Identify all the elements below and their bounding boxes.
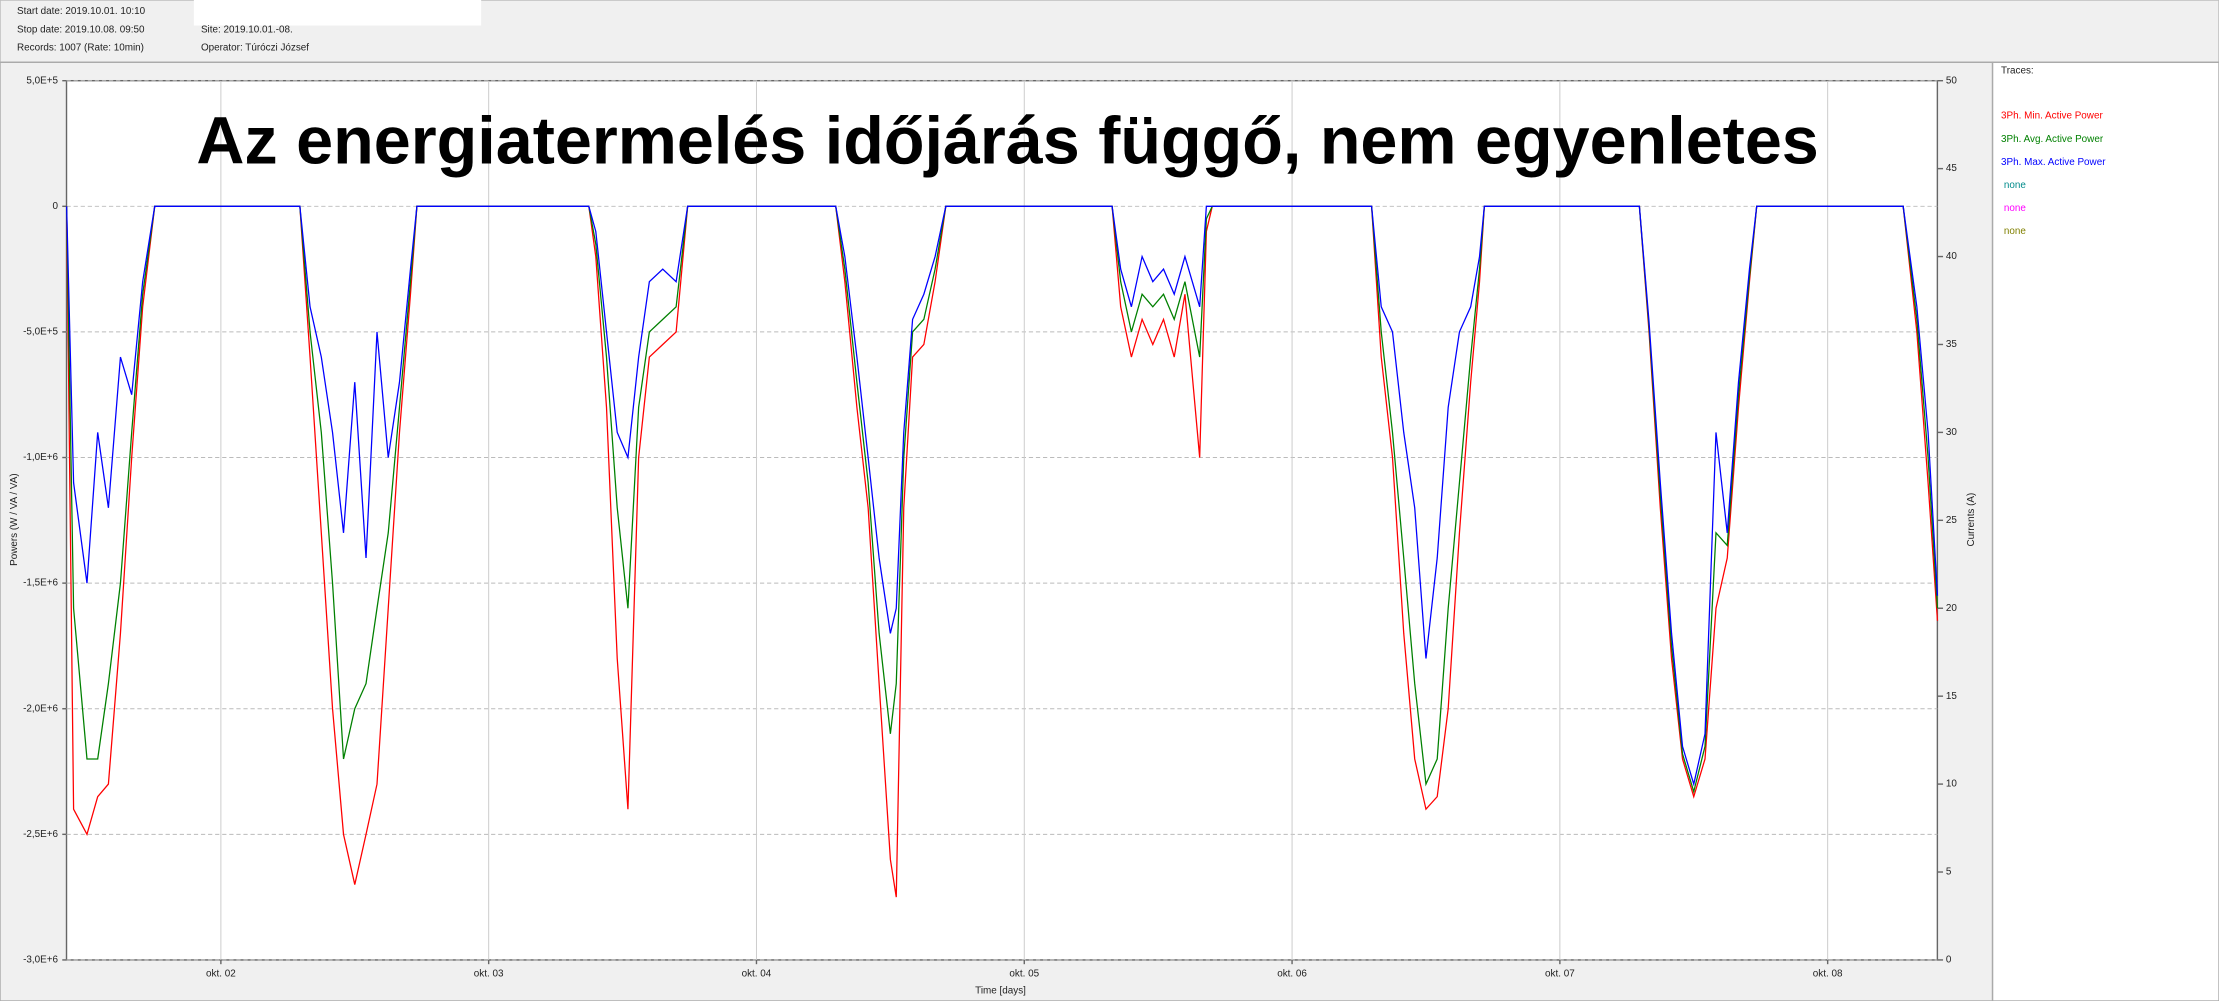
y-tick-label: 5,0E+5 — [26, 75, 58, 86]
legend-entry: none — [2004, 180, 2026, 191]
y-tick-label: -3,0E+6 — [23, 955, 58, 966]
y2-tick-label: 5 — [1946, 867, 1952, 878]
y-tick-label: -1,0E+6 — [23, 452, 58, 463]
legend-entry: 3Ph. Max. Active Power — [2001, 157, 2106, 168]
y2-axis-label: Currents (A) — [1966, 493, 1977, 547]
operator: Operator: Túróczi József — [201, 43, 309, 54]
records: Records: 1007 (Rate: 10min) — [17, 43, 144, 54]
x-tick-label: okt. 03 — [474, 969, 504, 980]
legend-entry: none — [2004, 203, 2026, 214]
y-tick-label: -1,5E+6 — [23, 578, 58, 589]
y-tick-label: -5,0E+5 — [23, 327, 58, 338]
y-tick-label: -2,5E+6 — [23, 829, 58, 840]
site: Site: 2019.10.01.-08. — [201, 24, 293, 35]
y2-tick-label: 10 — [1946, 779, 1957, 790]
x-tick-label: okt. 05 — [1009, 969, 1039, 980]
y2-tick-label: 45 — [1946, 163, 1957, 174]
legend-entry: none — [2004, 226, 2026, 237]
legend-panel — [1991, 61, 2219, 1001]
legend-entry: 3Ph. Min. Active Power — [2001, 111, 2103, 122]
lines — [65, 205, 1939, 898]
x-axis-label: Time [days] — [975, 986, 1026, 997]
legend-title: Traces: — [2001, 65, 2034, 76]
y-axis-label: Powers (W / VA / VA) — [9, 473, 20, 566]
stop-date: Stop date: 2019.10.08. 09:50 — [17, 24, 145, 35]
x-tick-label: okt. 06 — [1277, 969, 1307, 980]
y2-tick-label: 35 — [1946, 339, 1957, 350]
y2-tick-label: 50 — [1946, 75, 1957, 86]
start-date: Start date: 2019.10.01. 10:10 — [17, 6, 146, 17]
y2-tick-label: 40 — [1946, 251, 1957, 262]
chart-title: Az energiatermelés időjárás függő, nem e… — [196, 104, 1818, 178]
plot-area — [65, 79, 1939, 961]
y2-tick-label: 0 — [1946, 955, 1952, 966]
x-tick-label: okt. 08 — [1813, 969, 1843, 980]
redaction-box — [193, 0, 482, 26]
y-tick-label: 0 — [53, 201, 59, 212]
y-tick-label: -2,0E+6 — [23, 703, 58, 714]
y2-tick-label: 25 — [1946, 515, 1957, 526]
y2-tick-label: 15 — [1946, 691, 1957, 702]
legend-entry: 3Ph. Avg. Active Power — [2001, 134, 2104, 145]
x-tick-label: okt. 04 — [742, 969, 772, 980]
x-tick-label: okt. 07 — [1545, 969, 1575, 980]
y2-tick-label: 30 — [1946, 427, 1957, 438]
grid — [62, 79, 1944, 965]
y2-tick-label: 20 — [1946, 603, 1957, 614]
x-tick-label: okt. 02 — [206, 969, 236, 980]
series-line — [65, 205, 1939, 787]
